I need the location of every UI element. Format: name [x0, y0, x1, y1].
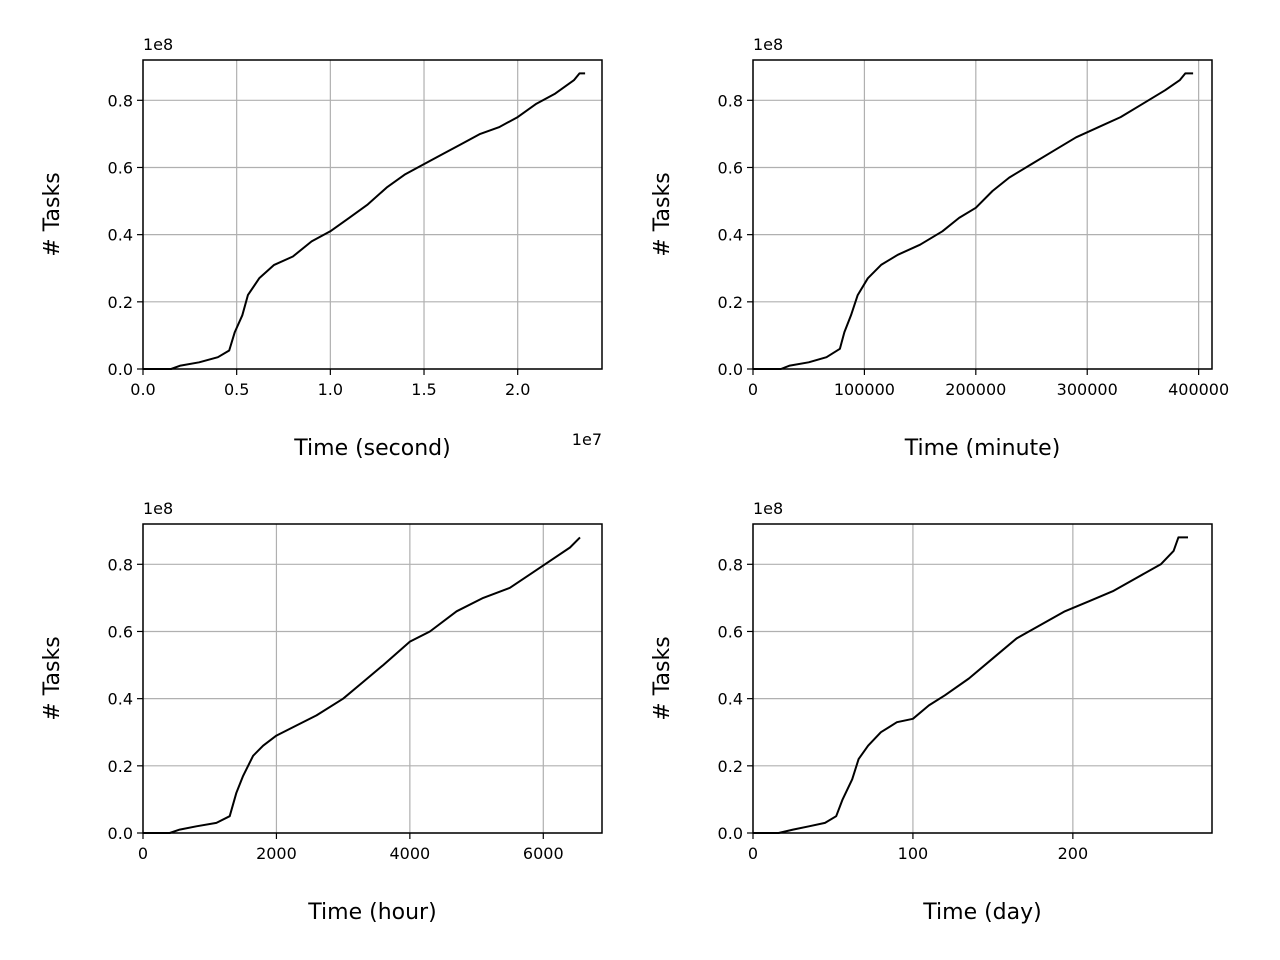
y-tick-label: 0.4 [108, 226, 133, 245]
x-offset-label: 1e7 [572, 430, 602, 449]
axes-frame [752, 59, 1213, 370]
series-line [753, 536, 1188, 834]
x-tick-label: 200000 [945, 380, 1006, 399]
x-tick-label: 0 [748, 844, 758, 863]
y-tick-label: 0.0 [108, 360, 133, 379]
x-axis-label: Time (day) [922, 900, 1041, 925]
y-tick-label: 0.0 [108, 824, 133, 843]
y-offset-label: 1e8 [753, 499, 783, 518]
series-line [753, 72, 1194, 370]
y-tick-label: 0.0 [718, 824, 743, 843]
y-offset-label: 1e8 [753, 35, 783, 54]
x-tick-label: 4000 [390, 844, 431, 863]
y-tick-label: 0.2 [108, 757, 133, 776]
y-tick-label: 0.4 [718, 690, 743, 709]
y-tick-label: 0.6 [108, 622, 133, 641]
x-tick-label: 1.5 [411, 380, 436, 399]
x-tick-label: 300000 [1057, 380, 1118, 399]
series-line [143, 72, 586, 370]
y-offset-label: 1e8 [143, 499, 173, 518]
series-line [143, 536, 581, 834]
chart-panel-3: 0 2000 4000 6000 0.0 0.2 0.4 0.6 0.8 1e8 Time (hou… [40, 499, 603, 925]
y-offset-label: 1e8 [143, 35, 173, 54]
y-tick-label: 0.4 [718, 226, 743, 245]
y-tick-label: 0.8 [108, 91, 133, 110]
y-axis-label: # Tasks [40, 636, 65, 720]
x-axis-label: Time (second) [293, 436, 450, 461]
x-tick-label: 1.0 [318, 380, 343, 399]
y-axis-label: # Tasks [650, 636, 675, 720]
axes-frame [752, 523, 1213, 834]
axes-frame [142, 523, 603, 834]
y-tick-label: 0.6 [108, 158, 133, 177]
y-axis-label: # Tasks [650, 172, 675, 256]
y-tick-label: 0.4 [108, 690, 133, 709]
y-tick-label: 0.2 [108, 293, 133, 312]
y-tick-label: 0.8 [108, 555, 133, 574]
x-tick-label: 0 [748, 380, 758, 399]
chart-panel-2: 0 100000 200000 300000 400000 0.0 0.2 0.4 0.6 0.8… [650, 35, 1229, 461]
y-tick-label: 0.8 [718, 91, 743, 110]
x-tick-label: 400000 [1168, 380, 1229, 399]
y-tick-label: 0.8 [718, 555, 743, 574]
y-tick-label: 0.2 [718, 293, 743, 312]
chart-panel-4: 0 100 200 0.0 0.2 0.4 0.6 0.8 1e8 Time (day) # Tas… [650, 499, 1213, 925]
y-tick-label: 0.0 [718, 360, 743, 379]
x-tick-label: 2000 [256, 844, 297, 863]
x-tick-label: 2.0 [505, 380, 530, 399]
x-axis-label: Time (minute) [904, 436, 1061, 461]
x-tick-label: 0.0 [130, 380, 155, 399]
axes-frame [142, 59, 603, 370]
x-tick-label: 0 [138, 844, 148, 863]
x-tick-label: 100000 [834, 380, 895, 399]
y-tick-label: 0.6 [718, 622, 743, 641]
x-tick-label: 0.5 [224, 380, 249, 399]
x-tick-label: 200 [1058, 844, 1089, 863]
y-axis-label: # Tasks [40, 172, 65, 256]
x-tick-label: 100 [898, 844, 929, 863]
y-tick-label: 0.6 [718, 158, 743, 177]
x-axis-label: Time (hour) [307, 900, 436, 925]
x-tick-label: 6000 [523, 844, 564, 863]
chart-panel-1: 0.0 0.5 1.0 1.5 2.0 0.0 0.2 0.4 0.6 0.8 1e8 1e7 Time… [40, 35, 603, 461]
y-tick-label: 0.2 [718, 757, 743, 776]
